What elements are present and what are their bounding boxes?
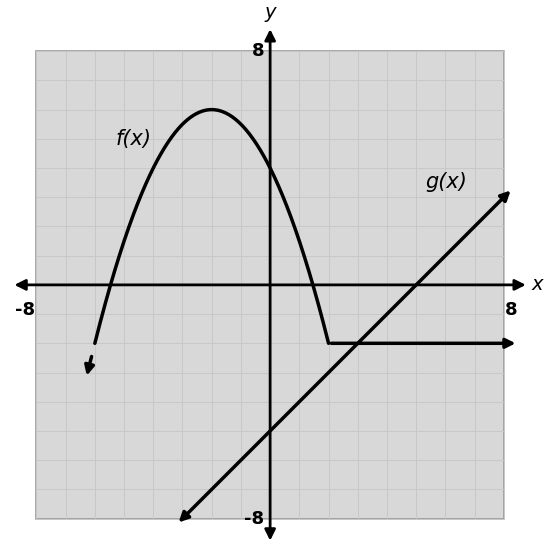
Text: y: y <box>264 3 276 22</box>
Text: 8: 8 <box>252 42 264 60</box>
Text: x: x <box>532 276 543 295</box>
Bar <box>37 51 504 519</box>
Text: -8: -8 <box>244 510 264 528</box>
Text: g(x): g(x) <box>425 173 467 192</box>
Text: f(x): f(x) <box>115 129 151 149</box>
Text: -8: -8 <box>15 301 35 319</box>
Text: 8: 8 <box>505 301 518 319</box>
